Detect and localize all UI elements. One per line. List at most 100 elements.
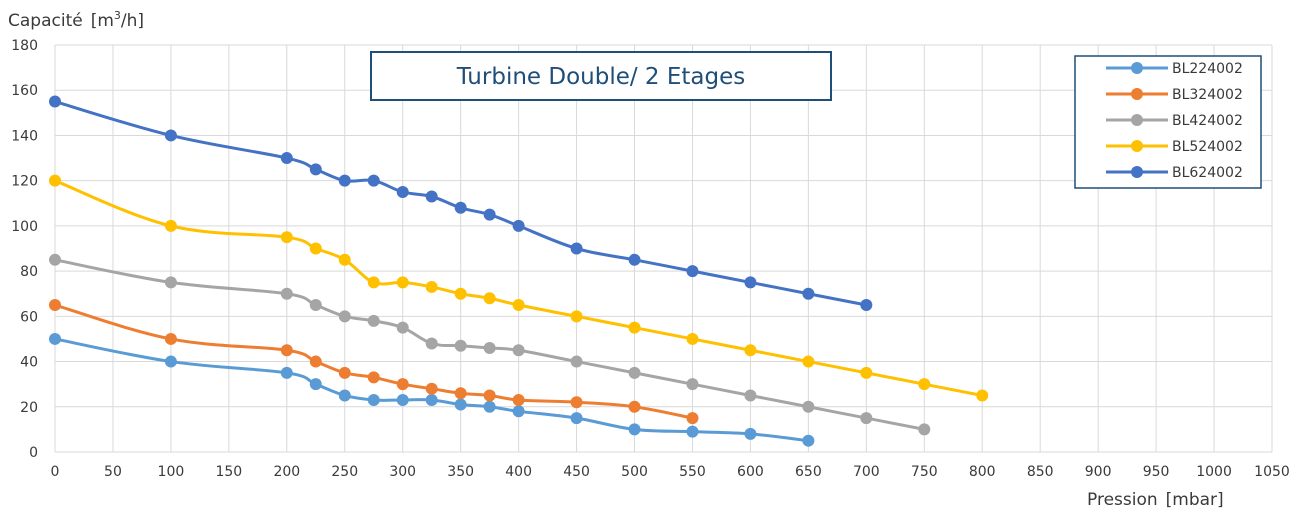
legend-item: BL624002 xyxy=(1106,165,1243,181)
y-axis-title: Capacité [m3/h] xyxy=(8,9,144,31)
x-tick-label: 600 xyxy=(737,464,764,480)
series-BL624002 xyxy=(49,95,873,312)
data-point xyxy=(280,344,293,357)
x-tick-label: 800 xyxy=(969,464,996,480)
chart-title-box: Turbine Double/ 2 Etages xyxy=(370,51,832,101)
data-point xyxy=(628,366,641,379)
x-tick-label: 1000 xyxy=(1196,464,1232,480)
data-point xyxy=(309,299,322,312)
data-point xyxy=(338,389,351,402)
data-point xyxy=(570,412,583,425)
data-point xyxy=(860,366,873,379)
data-point xyxy=(338,174,351,187)
y-tick-label: 100 xyxy=(11,219,38,235)
data-point xyxy=(367,276,380,289)
data-point xyxy=(309,242,322,255)
data-point xyxy=(49,253,61,266)
series-BL324002 xyxy=(49,299,699,425)
legend-label: BL624002 xyxy=(1172,165,1243,181)
data-point xyxy=(512,219,525,232)
x-tick-label: 750 xyxy=(911,464,938,480)
series-BL424002 xyxy=(49,253,931,436)
data-point xyxy=(802,400,815,413)
data-point xyxy=(396,393,409,406)
data-point xyxy=(570,242,583,255)
data-point xyxy=(918,423,931,436)
data-point xyxy=(164,332,177,345)
data-point xyxy=(396,185,409,198)
y-tick-label: 140 xyxy=(11,128,38,144)
y-tick-label: 80 xyxy=(20,264,38,280)
legend-label: BL424002 xyxy=(1172,113,1243,129)
data-point xyxy=(454,387,467,400)
data-point xyxy=(628,400,641,413)
data-point xyxy=(454,201,467,214)
data-point xyxy=(338,253,351,266)
data-point xyxy=(309,355,322,368)
data-point xyxy=(164,219,177,232)
x-tick-label: 900 xyxy=(1085,464,1112,480)
data-point xyxy=(425,393,438,406)
data-point xyxy=(628,321,641,334)
data-point xyxy=(570,355,583,368)
data-point xyxy=(425,337,438,350)
x-tick-label: 700 xyxy=(853,464,880,480)
data-point xyxy=(512,405,525,418)
x-tick-label: 1050 xyxy=(1254,464,1290,480)
data-point xyxy=(425,382,438,395)
data-point xyxy=(338,366,351,379)
x-tick-label: 200 xyxy=(273,464,300,480)
data-point xyxy=(280,152,293,165)
x-tick-label: 850 xyxy=(1027,464,1054,480)
data-point xyxy=(280,287,293,300)
data-point xyxy=(367,174,380,187)
data-point xyxy=(49,174,61,187)
data-point xyxy=(396,321,409,334)
x-tick-label: 400 xyxy=(505,464,532,480)
data-point xyxy=(744,389,757,402)
legend: BL224002 BL324002 BL424002 BL524002 BL624002 xyxy=(1074,55,1262,189)
data-point xyxy=(686,378,699,391)
legend-swatch-marker xyxy=(1131,62,1143,74)
data-point xyxy=(628,423,641,436)
y-tick-label: 20 xyxy=(20,400,38,416)
data-point xyxy=(512,299,525,312)
data-point xyxy=(628,253,641,266)
data-point xyxy=(49,332,61,345)
x-tick-label: 300 xyxy=(389,464,416,480)
data-point xyxy=(164,276,177,289)
legend-swatch-marker xyxy=(1131,114,1143,126)
data-point xyxy=(454,287,467,300)
x-tick-label: 650 xyxy=(795,464,822,480)
series-layer xyxy=(49,95,989,447)
data-point xyxy=(686,425,699,438)
data-point xyxy=(49,95,61,108)
x-tick-label: 550 xyxy=(679,464,706,480)
x-axis-ticks: 0 50 100 150 200 250 300 350 400 450 500 550 600 650 7… xyxy=(51,464,1290,480)
data-point xyxy=(338,310,351,323)
legend-item: BL324002 xyxy=(1106,87,1243,103)
y-tick-label: 60 xyxy=(20,309,38,325)
data-point xyxy=(686,265,699,278)
data-point xyxy=(425,280,438,293)
x-tick-label: 350 xyxy=(447,464,474,480)
x-tick-label: 500 xyxy=(621,464,648,480)
title-border xyxy=(370,51,832,101)
data-point xyxy=(860,299,873,312)
data-point xyxy=(744,427,757,440)
data-point xyxy=(396,378,409,391)
data-point xyxy=(367,393,380,406)
series-BL524002 xyxy=(49,174,989,402)
data-point xyxy=(976,389,989,402)
x-tick-label: 0 xyxy=(51,464,60,480)
data-point xyxy=(483,400,496,413)
data-point xyxy=(309,163,322,176)
x-tick-label: 150 xyxy=(215,464,242,480)
data-point xyxy=(164,129,177,142)
data-point xyxy=(164,355,177,368)
chart-title: Turbine Double/ 2 Etages xyxy=(456,64,746,90)
y-tick-label: 180 xyxy=(11,38,38,54)
x-tick-label: 950 xyxy=(1143,464,1170,480)
data-point xyxy=(744,344,757,357)
